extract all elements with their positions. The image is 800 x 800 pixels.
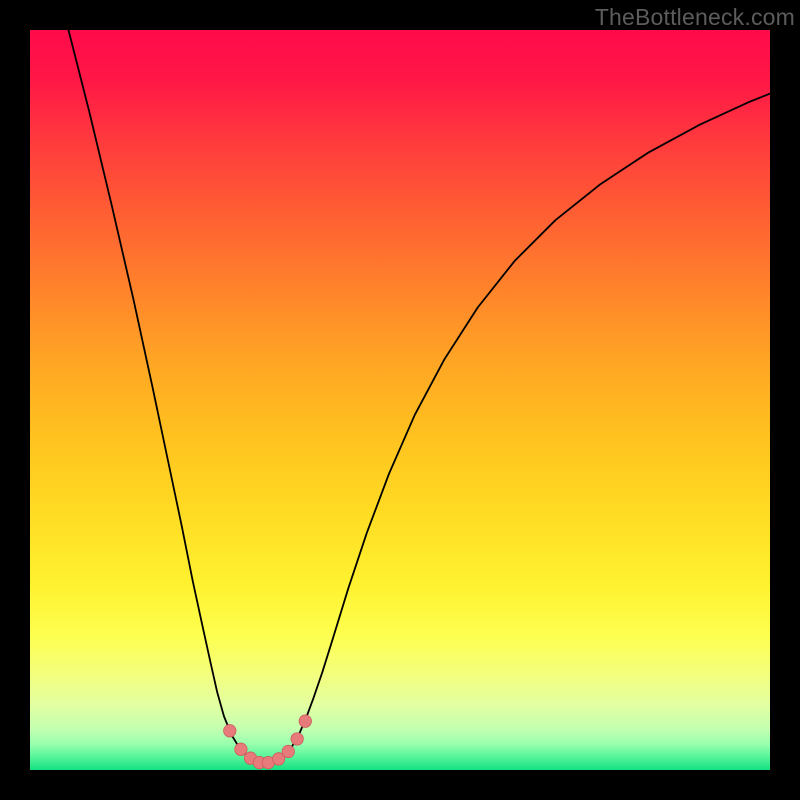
- curve-marker: [235, 743, 247, 755]
- watermark-text: TheBottleneck.com: [595, 4, 795, 31]
- curve-marker: [299, 715, 311, 727]
- curve-marker: [282, 745, 294, 757]
- bottleneck-chart: [30, 30, 770, 770]
- chart-svg: [30, 30, 770, 770]
- curve-marker: [291, 733, 303, 745]
- curve-marker: [224, 725, 236, 737]
- chart-background: [30, 30, 770, 770]
